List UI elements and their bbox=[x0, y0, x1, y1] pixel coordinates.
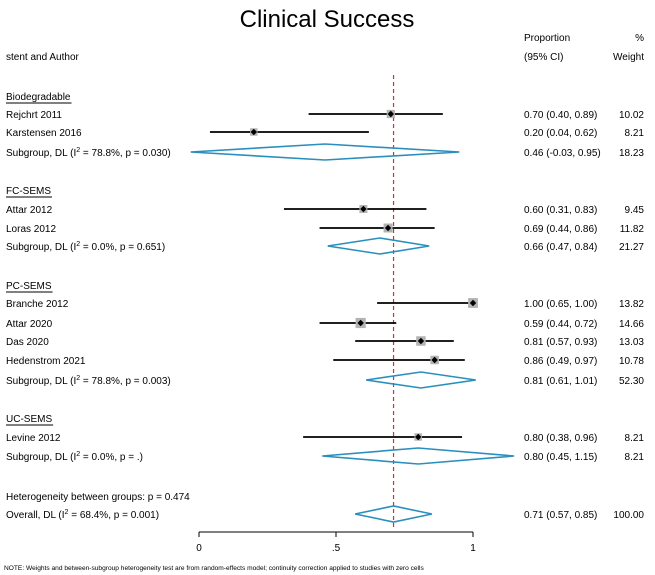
overall-diamond bbox=[355, 505, 433, 523]
overall-label: Overall, DL (I2 = 68.4%, p = 0.001) bbox=[6, 509, 159, 521]
weight-value: 10.78 bbox=[619, 356, 644, 367]
estimate-header-line1: Proportion bbox=[524, 33, 570, 44]
x-tick-label: 0 bbox=[196, 543, 202, 554]
weight-value: 13.03 bbox=[619, 337, 644, 348]
point-estimate bbox=[431, 356, 438, 364]
study-label: Das 2020 bbox=[6, 337, 49, 348]
subgroup-diamond bbox=[322, 447, 515, 465]
ci-value: 0.81 (0.57, 0.93) bbox=[524, 337, 597, 348]
subgroup-summary-label: Subgroup, DL (I2 = 78.8%, p = 0.030) bbox=[6, 147, 171, 159]
study-label: Attar 2020 bbox=[6, 319, 53, 330]
point-estimate bbox=[384, 224, 392, 232]
subgroup-summary-label: Subgroup, DL (I2 = 0.0%, p = .) bbox=[6, 451, 143, 463]
subgroup-diamond bbox=[190, 143, 460, 161]
study-label: Karstensen 2016 bbox=[6, 128, 82, 139]
study-label: Branche 2012 bbox=[6, 299, 69, 310]
ci-value: 0.80 (0.45, 1.15) bbox=[524, 452, 597, 463]
subgroup-header: FC-SEMS bbox=[6, 186, 51, 197]
study-label: Rejchrt 2011 bbox=[6, 110, 62, 121]
weight-value: 11.82 bbox=[620, 224, 645, 235]
study-label: Hedenstrom 2021 bbox=[6, 356, 86, 367]
point-estimate bbox=[415, 433, 422, 441]
ci-value: 0.70 (0.40, 0.89) bbox=[524, 110, 597, 121]
point-estimate bbox=[387, 110, 394, 118]
weight-value: 8.21 bbox=[625, 452, 645, 463]
ci-value: 0.59 (0.44, 0.72) bbox=[524, 319, 597, 330]
forest-rows: Biodegradable Rejchrt 2011 0.70 (0.40, 0.8… bbox=[6, 75, 644, 528]
subgroup-header: UC-SEMS bbox=[6, 414, 52, 425]
weight-value: 21.27 bbox=[619, 242, 644, 253]
subgroup-header: Biodegradable bbox=[6, 92, 71, 103]
weight-value: 10.02 bbox=[619, 110, 644, 121]
ci-value: 0.80 (0.38, 0.96) bbox=[524, 433, 597, 444]
ci-value: 0.20 (0.04, 0.62) bbox=[524, 128, 597, 139]
ci-value: 0.69 (0.44, 0.86) bbox=[524, 224, 597, 235]
weight-header-line1: % bbox=[635, 33, 644, 44]
footnote: NOTE: Weights and between-subgroup heter… bbox=[4, 565, 424, 572]
ci-value: 0.66 (0.47, 0.84) bbox=[524, 242, 597, 253]
subgroup-summary-label: Subgroup, DL (I2 = 78.8%, p = 0.003) bbox=[6, 375, 171, 387]
ci-value: 0.71 (0.57, 0.85) bbox=[524, 510, 597, 521]
point-estimate bbox=[357, 319, 364, 327]
weight-value: 14.66 bbox=[619, 319, 644, 330]
subgroup-diamond bbox=[327, 237, 430, 255]
point-estimate bbox=[469, 299, 477, 307]
ci-value: 0.60 (0.31, 0.83) bbox=[524, 205, 597, 216]
weight-value: 18.23 bbox=[619, 148, 644, 159]
weight-value: 52.30 bbox=[619, 376, 644, 387]
study-label: Loras 2012 bbox=[6, 224, 56, 235]
subgroup-header: PC-SEMS bbox=[6, 281, 52, 292]
ci-value: 1.00 (0.65, 1.00) bbox=[524, 299, 597, 310]
x-tick-label: 1 bbox=[470, 543, 476, 554]
chart-title: Clinical Success bbox=[240, 6, 415, 33]
ci-value: 0.86 (0.49, 0.97) bbox=[524, 356, 597, 367]
point-estimate bbox=[360, 205, 367, 213]
x-tick-label: .5 bbox=[332, 543, 341, 554]
weight-value: 13.82 bbox=[619, 299, 644, 310]
weight-header-line2: Weight bbox=[613, 52, 644, 63]
x-axis: 0.5 1 bbox=[196, 531, 476, 554]
estimate-header-line2: (95% CI) bbox=[524, 52, 563, 63]
weight-value: 100.00 bbox=[613, 510, 644, 521]
point-estimate bbox=[250, 128, 257, 136]
study-label: Attar 2012 bbox=[6, 205, 53, 216]
weight-value: 8.21 bbox=[625, 128, 645, 139]
heterogeneity-note: Heterogeneity between groups: p = 0.474 bbox=[6, 492, 190, 503]
study-column-header: stent and Author bbox=[6, 52, 80, 63]
weight-value: 8.21 bbox=[625, 433, 645, 444]
subgroup-diamond bbox=[366, 371, 476, 389]
ci-value: 0.46 (-0.03, 0.95) bbox=[524, 148, 601, 159]
point-estimate bbox=[417, 337, 425, 345]
study-label: Levine 2012 bbox=[6, 433, 61, 444]
ci-value: 0.81 (0.61, 1.01) bbox=[524, 376, 597, 387]
weight-value: 9.45 bbox=[625, 205, 645, 216]
subgroup-summary-label: Subgroup, DL (I2 = 0.0%, p = 0.651) bbox=[6, 241, 165, 253]
